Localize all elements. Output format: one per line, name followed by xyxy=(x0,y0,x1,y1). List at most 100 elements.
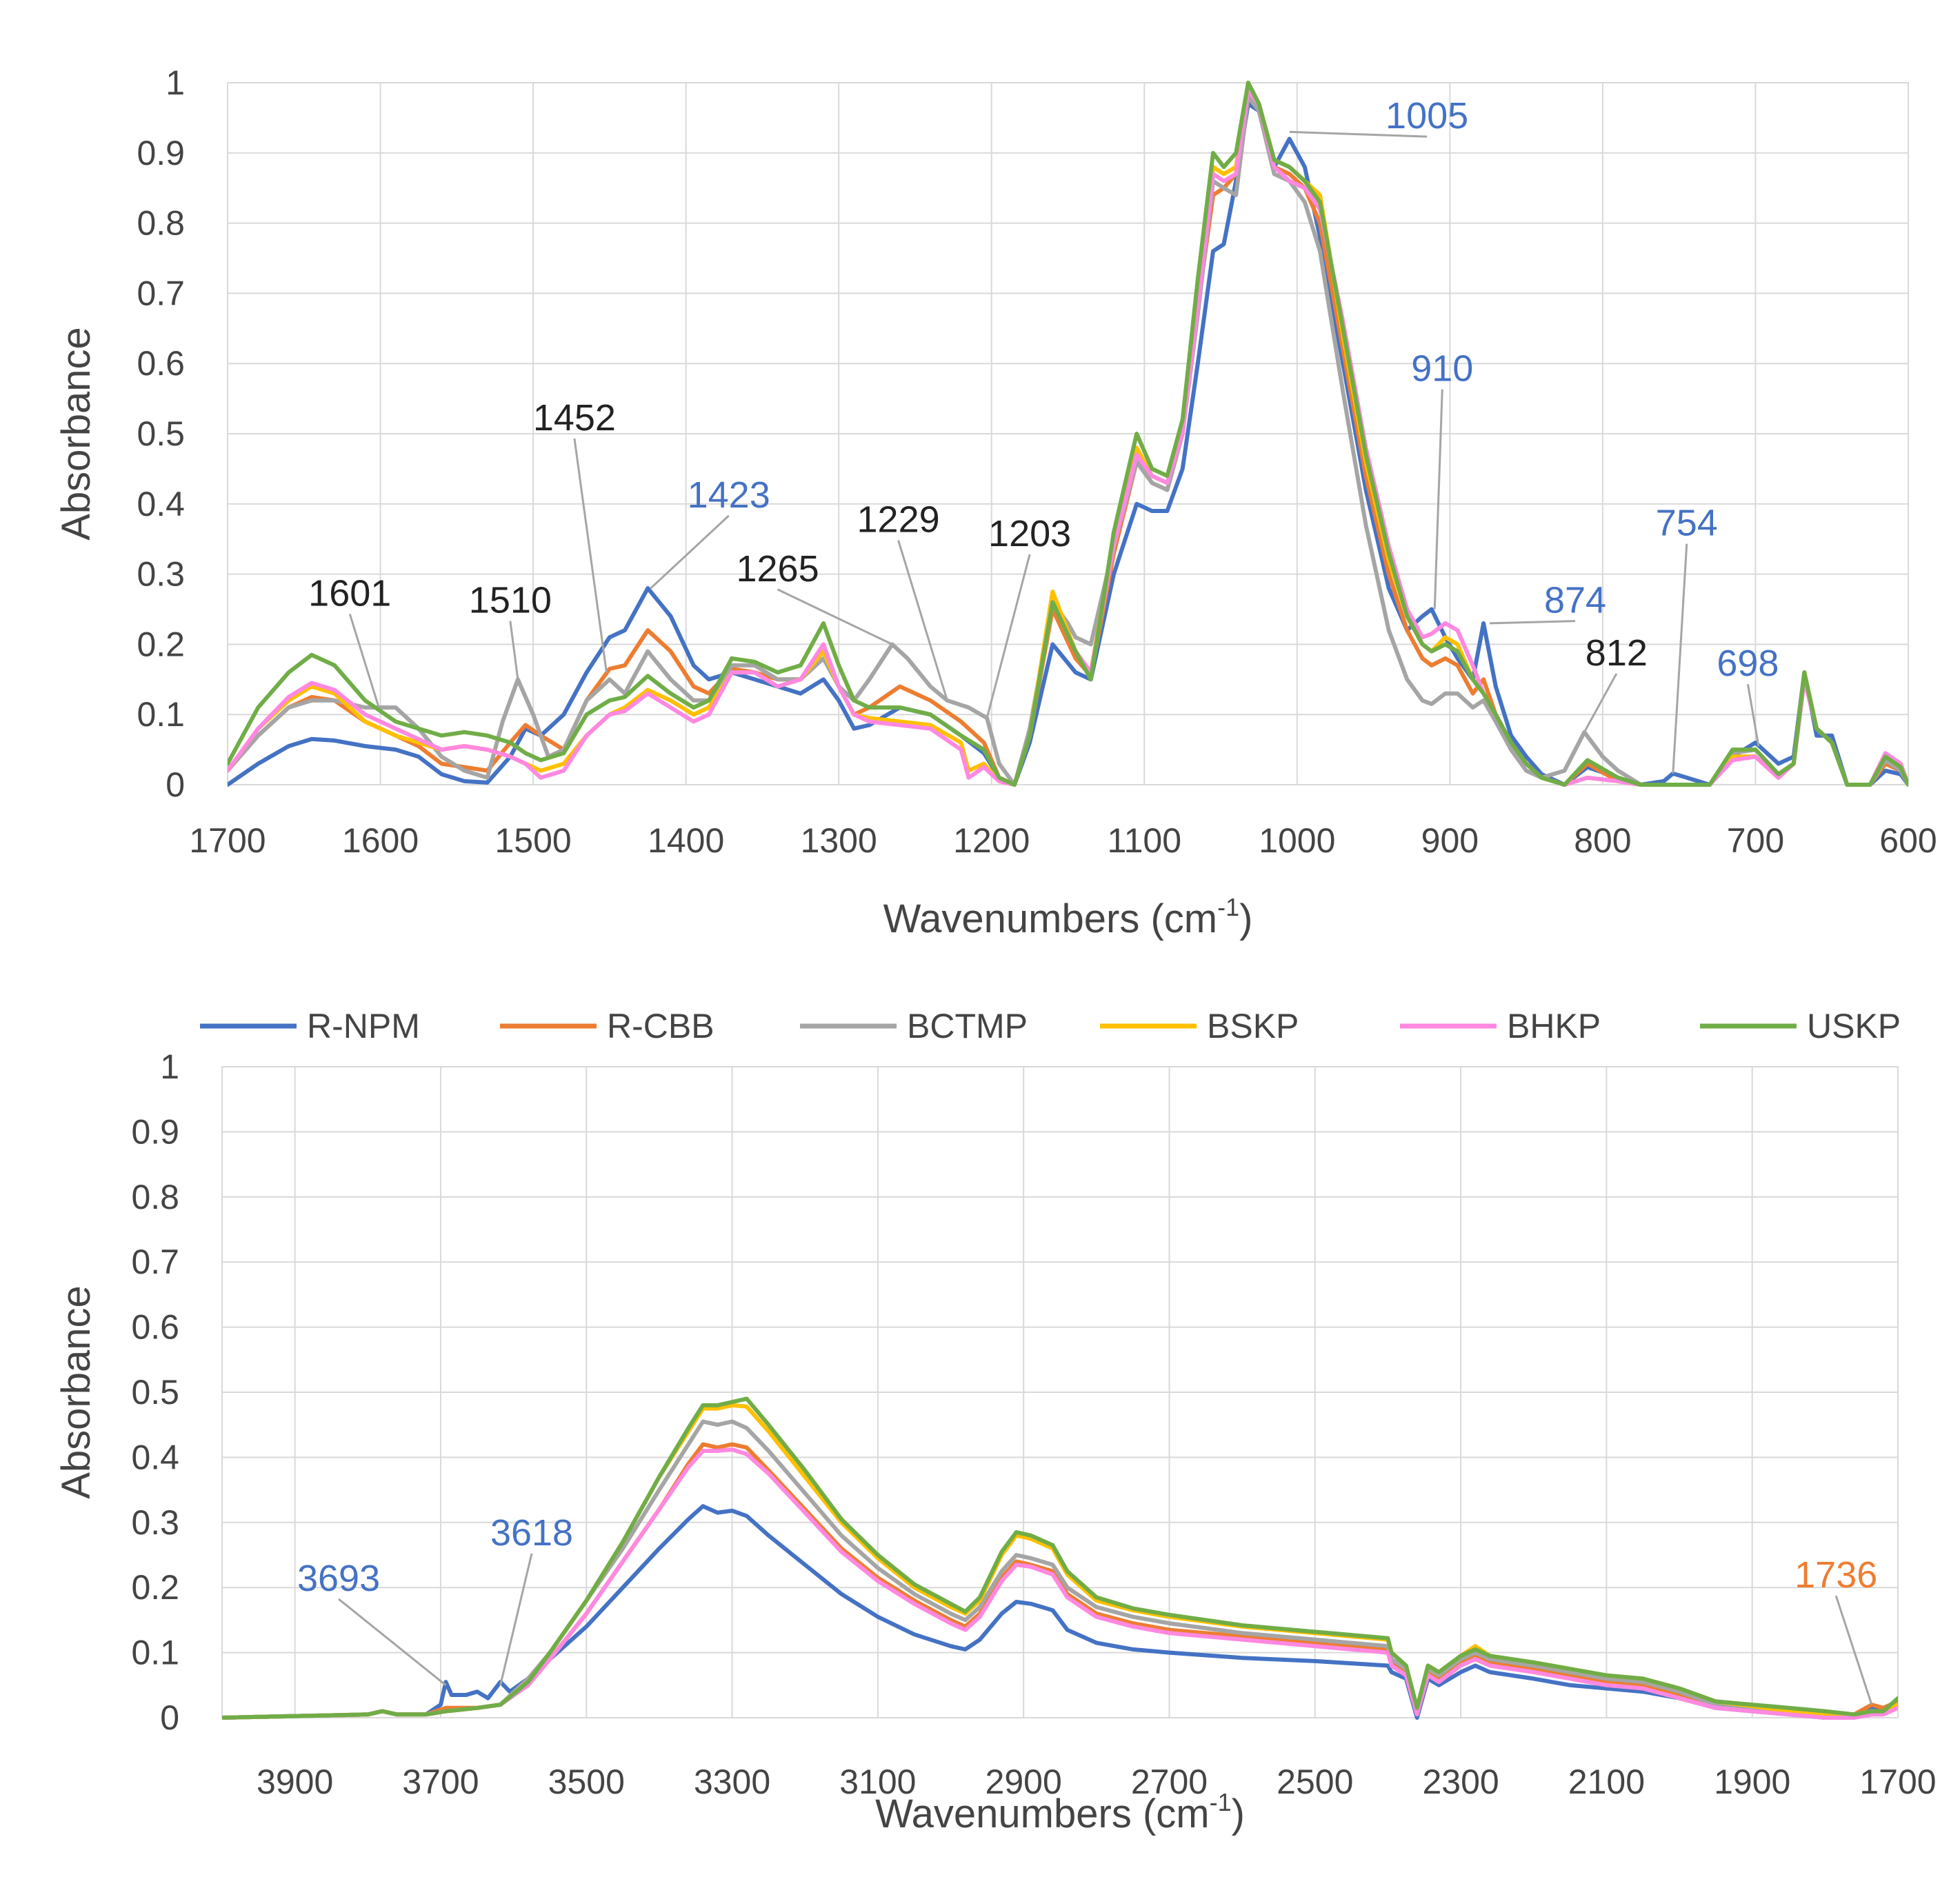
chart-legend: R-NPM R-CBB BCTMP BSKP BHKP USKP xyxy=(200,1007,1901,1045)
top-chart-fingerprint-region: 0 0.1 0.2 0.3 0.4 0.5 0.6 0.7 0.8 0.9 1 1700 1600 150… xyxy=(54,63,1937,941)
top-annotation-leader xyxy=(1746,683,1760,747)
top-annotation-label: 1265 xyxy=(736,548,819,590)
top-annotation-label: 1203 xyxy=(988,513,1071,554)
bottom-x-tick-label: 1900 xyxy=(1714,1763,1790,1801)
top-x-tick-label: 800 xyxy=(1574,821,1631,860)
top-y-axis-title: Absorbance xyxy=(54,327,99,541)
top-annotation-leader xyxy=(348,613,380,708)
top-annotation-label: 1005 xyxy=(1386,95,1468,137)
bottom-x-tick-label: 2100 xyxy=(1568,1763,1645,1801)
top-x-tick-label: 1100 xyxy=(1108,821,1182,860)
bottom-y-tick-label: 0.6 xyxy=(131,1308,179,1347)
top-y-tick-label: 0 xyxy=(166,765,185,804)
top-annotation-leader xyxy=(986,554,1031,719)
legend-label-r-npm: R-NPM xyxy=(307,1007,420,1045)
top-annotation-leader xyxy=(1583,673,1618,733)
bottom-y-tick-label: 1 xyxy=(160,1047,179,1086)
top-x-tick-label: 600 xyxy=(1879,821,1937,860)
top-y-tick-label: 0.9 xyxy=(137,134,185,172)
bottom-annotation-leader xyxy=(499,1553,533,1686)
top-series-line-uskp xyxy=(228,81,1908,787)
top-annotation-label: 1423 xyxy=(688,474,770,516)
top-y-tick-label: 0.1 xyxy=(137,695,185,734)
top-annotation-label: 1452 xyxy=(533,397,616,439)
top-x-tick-label: 1000 xyxy=(1259,821,1335,860)
bottom-y-tick-label: 0.8 xyxy=(131,1178,179,1216)
bottom-x-tick-label: 2700 xyxy=(1131,1763,1208,1801)
top-annotation-leader xyxy=(777,588,893,645)
top-annotation-label: 1229 xyxy=(857,499,940,541)
top-series-line-r-npm xyxy=(228,101,1908,787)
top-annotation-leader xyxy=(1489,620,1576,625)
bottom-x-tick-label: 1700 xyxy=(1859,1763,1936,1801)
top-annotation-leader xyxy=(650,514,730,590)
bottom-series-line-bhkp xyxy=(222,1447,1898,1720)
bottom-x-tick-label: 2300 xyxy=(1422,1763,1499,1801)
top-annotation-label: 754 xyxy=(1656,503,1718,544)
top-annotation-leader xyxy=(897,540,948,701)
bottom-y-tick-label: 0 xyxy=(160,1698,179,1737)
bottom-annotation-leader xyxy=(1834,1595,1873,1705)
top-annotation-leader xyxy=(1433,389,1443,610)
top-y-tick-label: 0.4 xyxy=(137,485,185,523)
top-annotation-leader xyxy=(1672,543,1688,774)
bottom-series-line-uskp xyxy=(222,1396,1898,1720)
bottom-y-tick-label: 0.4 xyxy=(131,1438,179,1476)
bottom-x-tick-label: 3100 xyxy=(839,1763,916,1801)
bottom-x-tick-label: 3900 xyxy=(257,1763,333,1801)
top-y-tick-label: 0.3 xyxy=(137,555,185,594)
top-annotation-label: 1601 xyxy=(308,572,391,614)
legend-label-bhkp: BHKP xyxy=(1507,1007,1601,1045)
top-annotation-leader xyxy=(1289,130,1428,138)
top-plot-area xyxy=(227,82,1909,785)
bottom-x-tick-label: 2500 xyxy=(1277,1763,1353,1801)
bottom-x-tick-label: 3500 xyxy=(548,1763,625,1801)
top-x-axis-title: Wavenumbers (cm-1) xyxy=(883,893,1253,941)
top-y-tick-label: 0.8 xyxy=(137,204,185,243)
top-x-tick-label: 1600 xyxy=(342,821,419,860)
bottom-y-tick-label: 0.1 xyxy=(131,1634,179,1672)
top-series-line-bctmp xyxy=(228,94,1908,787)
bottom-x-tick-label: 3300 xyxy=(694,1763,770,1801)
top-x-tick-label: 1200 xyxy=(953,821,1030,860)
bottom-y-axis-title: Absorbance xyxy=(54,1285,99,1499)
top-x-tick-label: 1300 xyxy=(801,821,877,860)
bottom-annotation-label: 3618 xyxy=(490,1512,573,1554)
top-y-tick-label: 1 xyxy=(166,63,185,102)
top-x-tick-label: 1700 xyxy=(189,821,266,860)
top-x-tick-label: 1500 xyxy=(494,821,571,860)
top-y-tick-label: 0.7 xyxy=(137,274,185,312)
top-annotation-label: 910 xyxy=(1411,348,1473,390)
bottom-x-tick-label: 2900 xyxy=(986,1763,1062,1801)
bottom-annotation-label: 1736 xyxy=(1794,1554,1877,1596)
top-y-tick-label: 0.5 xyxy=(137,414,185,453)
top-annotation-label: 1510 xyxy=(469,580,552,621)
top-annotation-label: 698 xyxy=(1717,643,1779,684)
legend-label-bctmp: BCTMP xyxy=(907,1007,1028,1045)
bottom-y-tick-label: 0.7 xyxy=(131,1243,179,1281)
legend-label-uskp: USKP xyxy=(1807,1007,1901,1045)
top-annotation-label: 812 xyxy=(1586,632,1648,674)
bottom-plot-area xyxy=(221,1066,1899,1718)
bottom-x-tick-label: 3700 xyxy=(402,1763,479,1801)
bottom-annotation-leader xyxy=(338,1598,447,1686)
bottom-y-tick-label: 0.3 xyxy=(131,1503,179,1542)
bottom-annotation-label: 3693 xyxy=(297,1558,380,1599)
legend-label-r-cbb: R-CBB xyxy=(607,1007,714,1045)
bottom-y-tick-label: 0.9 xyxy=(131,1112,179,1151)
top-x-tick-label: 900 xyxy=(1421,821,1479,860)
top-annotation-leader xyxy=(573,438,608,673)
bottom-y-tick-label: 0.5 xyxy=(131,1373,179,1412)
top-annotation-leader xyxy=(509,621,519,680)
legend-label-bskp: BSKP xyxy=(1207,1007,1299,1045)
bottom-series-line-r-npm xyxy=(222,1504,1898,1720)
top-x-tick-label: 1400 xyxy=(648,821,724,860)
bottom-x-axis-title: Wavenumbers (cm-1) xyxy=(875,1788,1245,1836)
top-y-tick-label: 0.6 xyxy=(137,344,185,383)
top-annotation-label: 874 xyxy=(1544,580,1606,621)
top-y-tick-label: 0.2 xyxy=(137,625,185,663)
bottom-chart-high-wavenumber-region: 0 0.1 0.2 0.3 0.4 0.5 0.6 0.7 0.8 0.9 1 3900 3700 350… xyxy=(54,1047,1937,1836)
bottom-y-tick-label: 0.2 xyxy=(131,1568,179,1607)
